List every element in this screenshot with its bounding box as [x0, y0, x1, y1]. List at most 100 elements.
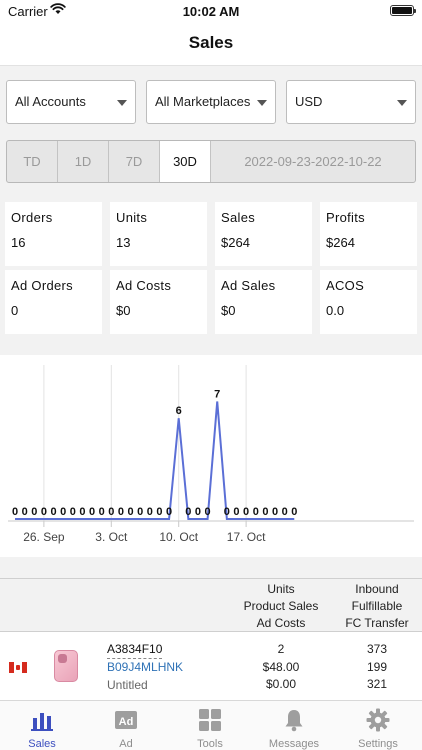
- data-label: 0: [233, 506, 239, 518]
- product-thumbnail: [54, 650, 78, 682]
- data-label: 0: [224, 506, 230, 518]
- chevron-down-icon: [117, 100, 127, 106]
- sales-chart: 26. Sep 3. Oct 10. Oct 17. Oct 0 0 0 0 0 0 0 0 0 0 0 0 0…: [0, 355, 422, 557]
- stat-card-ad-orders: Ad Orders 0: [5, 270, 102, 334]
- row-ad-costs: $0.00: [265, 677, 297, 691]
- data-label: 0: [89, 506, 95, 518]
- svg-text:Ad: Ad: [119, 716, 134, 728]
- row-inbound: 373: [366, 642, 388, 656]
- product-sku: A3834F10: [107, 641, 163, 659]
- header-product-sales: Product Sales: [243, 599, 319, 613]
- stat-card-ad-sales: Ad Sales $0: [215, 270, 312, 334]
- bar-chart-icon: [31, 713, 53, 731]
- stat-card-sales: Sales $264: [215, 202, 312, 266]
- data-label: 0: [147, 506, 153, 518]
- range-tab-7d[interactable]: 7D: [109, 141, 160, 182]
- stat-value: $0: [221, 303, 236, 318]
- stat-value: 13: [116, 235, 131, 250]
- data-label: 6: [176, 405, 182, 417]
- wifi-icon: [50, 3, 66, 14]
- data-label: 0: [118, 506, 124, 518]
- ad-icon: Ad: [115, 711, 137, 729]
- data-label: 0: [291, 506, 297, 518]
- row-product-sales: $48.00: [262, 659, 300, 674]
- marketplaces-dropdown[interactable]: All Marketplaces: [146, 80, 276, 124]
- table-row[interactable]: [0, 632, 422, 700]
- header-fc-transfer: FC Transfer: [345, 616, 409, 630]
- row-metrics: 2 $48.00 $0.00: [232, 641, 330, 694]
- header-ad-costs: Ad Costs: [256, 616, 306, 630]
- stat-label: Orders: [11, 210, 53, 225]
- stat-label: Units: [116, 210, 148, 225]
- tab-sales[interactable]: Sales: [0, 701, 84, 750]
- x-tick-label: 10. Oct: [159, 530, 198, 544]
- data-label: 0: [243, 506, 249, 518]
- product-title: Untitled: [107, 678, 148, 692]
- data-label: 0: [50, 506, 56, 518]
- tab-label: Tools: [197, 738, 223, 750]
- navigation-bar: Sales: [0, 22, 422, 66]
- page-title: Sales: [188, 33, 234, 52]
- data-label: 0: [108, 506, 114, 518]
- data-label: 0: [166, 506, 172, 518]
- product-asin-link[interactable]: B09J4MLHNK: [107, 660, 184, 674]
- data-label: 0: [137, 506, 143, 518]
- stat-label: Ad Costs: [116, 278, 172, 293]
- marketplaces-dropdown-value: All Marketplaces: [155, 94, 251, 109]
- date-range-selector: TD 1D 7D 30D 2022-09-23-2022-10-22: [6, 140, 416, 183]
- stat-card-orders: Orders 16: [5, 202, 102, 266]
- tab-bar: Sales Ad Ad Tools Messages: [0, 700, 422, 750]
- data-label: 0: [127, 506, 133, 518]
- range-tab-30d[interactable]: 30D: [160, 141, 211, 182]
- tab-label: Messages: [268, 738, 320, 750]
- series-line: [15, 401, 295, 520]
- data-label: 0: [185, 506, 191, 518]
- x-tick-label: 3. Oct: [95, 530, 128, 544]
- currency-dropdown[interactable]: USD: [286, 80, 416, 124]
- stat-value: $0: [116, 303, 131, 318]
- status-bar: Carrier 10:02 AM: [0, 0, 422, 22]
- tab-label: Ad: [119, 738, 133, 750]
- data-label: 0: [272, 506, 278, 518]
- range-tab-td[interactable]: TD: [7, 141, 58, 182]
- range-tab-1d[interactable]: 1D: [58, 141, 109, 182]
- x-tick-label: 17. Oct: [227, 530, 266, 544]
- row-units: 2: [277, 642, 285, 656]
- stat-value: 16: [11, 235, 26, 250]
- accounts-dropdown[interactable]: All Accounts: [6, 80, 136, 124]
- stat-card-units: Units 13: [110, 202, 207, 266]
- chevron-down-icon: [397, 100, 407, 106]
- stat-label: Ad Sales: [221, 278, 276, 293]
- data-label: 0: [31, 506, 37, 518]
- grid-icon: [199, 709, 221, 731]
- tab-ad[interactable]: Ad Ad: [84, 701, 168, 750]
- bell-icon: [285, 710, 303, 732]
- carrier-label: Carrier: [8, 4, 48, 19]
- header-units: Units: [267, 582, 295, 596]
- data-label: 0: [70, 506, 76, 518]
- row-fc-transfer: 321: [366, 677, 388, 691]
- gear-icon: [366, 708, 390, 732]
- stat-label: Ad Orders: [11, 278, 73, 293]
- canada-flag-icon: [9, 662, 27, 673]
- currency-dropdown-value: USD: [295, 94, 323, 109]
- tab-messages[interactable]: Messages: [252, 701, 336, 750]
- data-label: 0: [156, 506, 162, 518]
- data-label: 0: [79, 506, 85, 518]
- header-fulfillable: Fulfillable: [351, 599, 403, 613]
- stat-value: 0.0: [326, 303, 345, 318]
- stat-label: Profits: [326, 210, 365, 225]
- tab-label: Settings: [358, 738, 398, 750]
- x-tick-label: 26. Sep: [23, 530, 65, 544]
- tab-settings[interactable]: Settings: [336, 701, 420, 750]
- header-units-sales-costs: Units Product Sales Ad Costs: [232, 581, 330, 632]
- tab-tools[interactable]: Tools: [168, 701, 252, 750]
- custom-date-range[interactable]: 2022-09-23-2022-10-22: [244, 154, 382, 169]
- stat-card-ad-costs: Ad Costs $0: [110, 270, 207, 334]
- header-inbound: Inbound: [355, 582, 399, 596]
- stat-value: 0: [11, 303, 19, 318]
- tab-label: Sales: [28, 738, 56, 750]
- stat-label: ACOS: [326, 278, 365, 293]
- data-label: 0: [41, 506, 47, 518]
